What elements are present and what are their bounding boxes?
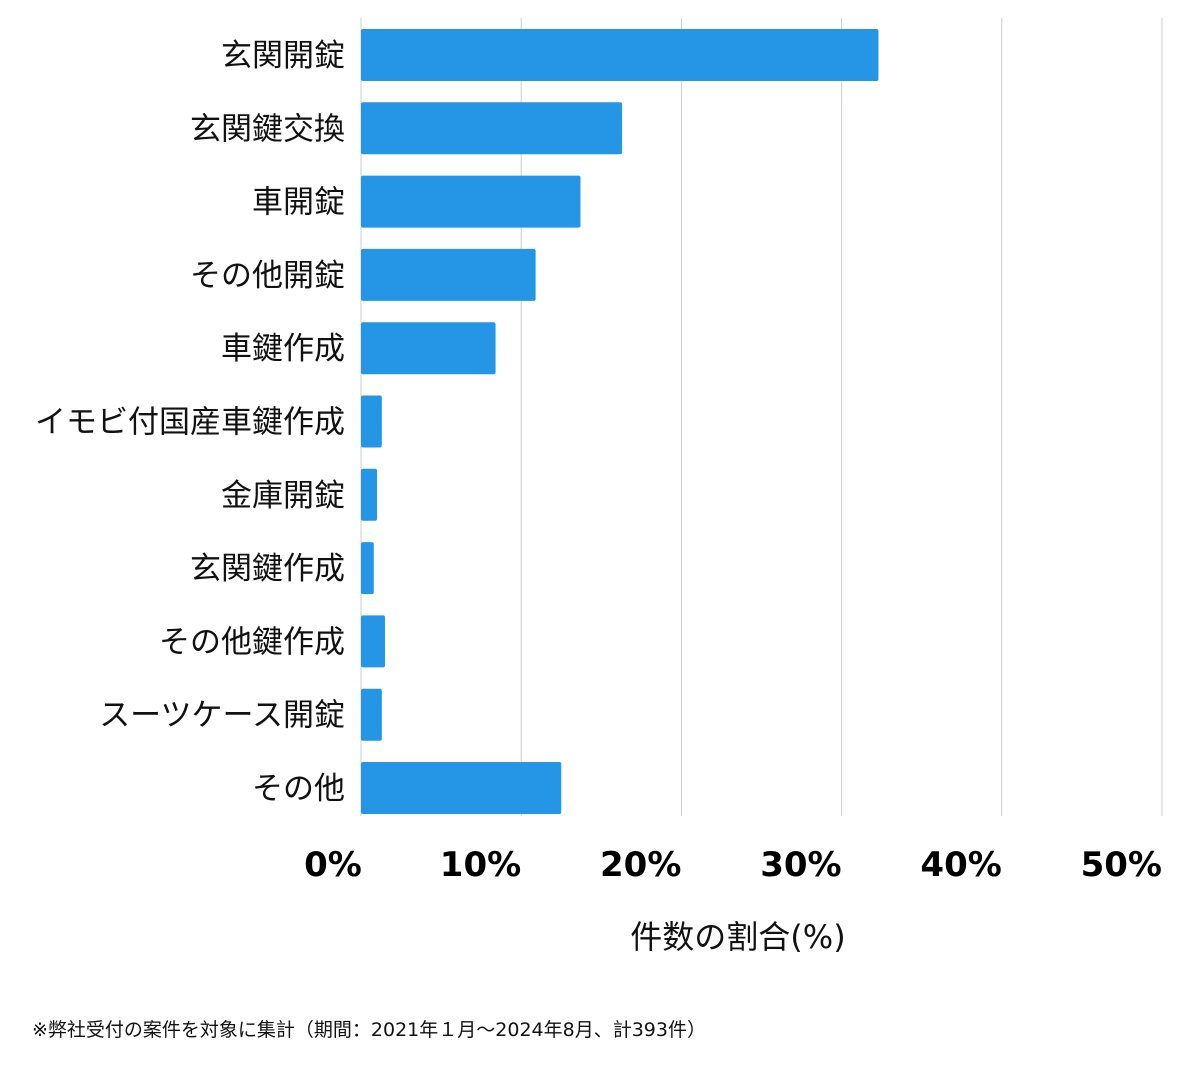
bar [361, 322, 496, 375]
bar [361, 29, 879, 81]
category-label: 玄関鍵交換 [190, 111, 345, 147]
bar [361, 542, 374, 595]
x-tick-label: 10% [440, 845, 521, 885]
bar [361, 615, 386, 668]
bar [361, 468, 378, 521]
bar [361, 762, 562, 814]
bar [361, 102, 623, 155]
footnote: ※弊社受付の案件を対象に集計（期間：2021年１月〜2024年8月、計393件） [32, 1019, 706, 1041]
bar [361, 248, 536, 301]
bar [361, 688, 382, 741]
category-label: 玄関鍵作成 [190, 551, 345, 587]
x-tick-label: 50% [1081, 845, 1162, 885]
category-label: 玄関開錠 [221, 38, 345, 74]
category-label: スーツケース開錠 [99, 698, 345, 734]
category-label: 車開錠 [252, 185, 345, 221]
bar [361, 395, 382, 448]
bar [361, 175, 581, 228]
category-label: その他開錠 [190, 258, 345, 294]
x-tick-label: 20% [600, 845, 681, 885]
category-label: 車鍵作成 [221, 331, 345, 367]
category-label: その他鍵作成 [159, 624, 345, 660]
category-label: 金庫開錠 [221, 478, 345, 514]
category-label: その他 [252, 771, 345, 807]
x-tick-labels: 0% 10% 20% 30% 40% 50% [304, 845, 1162, 885]
x-tick-label: 0% [304, 845, 362, 885]
x-axis-title: 件数の割合(%) [630, 918, 845, 956]
category-label: イモビ付国産車鍵作成 [35, 405, 345, 441]
x-tick-label: 40% [920, 845, 1001, 885]
category-labels: 玄関開錠玄関鍵交換車開錠その他開錠車鍵作成イモビ付国産車鍵作成金庫開錠玄関鍵作成… [35, 38, 345, 807]
bars [361, 29, 879, 814]
x-tick-label: 30% [760, 845, 841, 885]
